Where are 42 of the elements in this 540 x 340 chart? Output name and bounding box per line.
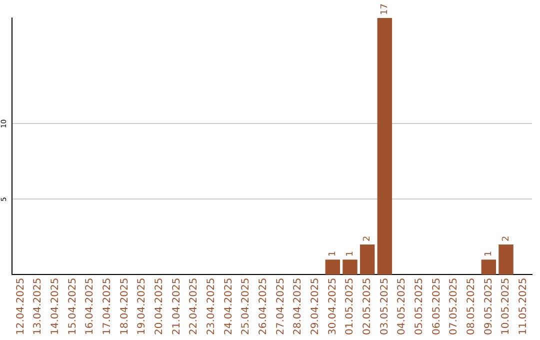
x-tick-label: 24.04.2025 — [223, 278, 234, 336]
x-tick-label: 25.04.2025 — [240, 278, 252, 336]
x-tick-label: 01.05.2025 — [344, 278, 356, 336]
x-tick-label: 21.04.2025 — [171, 278, 182, 336]
x-tick-label: 23.04.2025 — [206, 278, 217, 336]
x-tick-label: 05.05.2025 — [414, 278, 425, 336]
bar — [481, 260, 496, 275]
x-tick-label: 30.04.2025 — [327, 278, 338, 336]
data-label: 2 — [362, 236, 373, 242]
x-tick-label: 18.04.2025 — [119, 278, 130, 336]
x-tick-label: 10.05.2025 — [500, 278, 512, 336]
bar — [377, 18, 392, 275]
x-tick-label: 16.04.2025 — [84, 278, 96, 336]
x-tick-label: 22.04.2025 — [188, 278, 200, 336]
x-tick-label: 06.05.2025 — [431, 278, 442, 336]
x-tick-label: 19.04.2025 — [136, 278, 148, 336]
data-label: 17 — [380, 4, 390, 15]
data-label: 2 — [501, 236, 512, 242]
x-tick-label: 12.04.2025 — [15, 278, 26, 336]
bar — [325, 260, 340, 275]
data-label: 1 — [345, 250, 356, 257]
x-tick-label: 27.04.2025 — [275, 278, 286, 336]
x-tick-label: 15.04.2025 — [67, 278, 78, 336]
x-tick-label: 03.05.2025 — [379, 278, 390, 336]
x-tick-label: 11.05.2025 — [518, 278, 529, 336]
x-tick-label: 09.05.2025 — [483, 278, 494, 336]
data-label: 1 — [484, 250, 494, 257]
bar — [360, 244, 375, 275]
x-tick-label: 13.04.2025 — [32, 278, 44, 336]
x-tick-label: 29.04.2025 — [310, 278, 321, 336]
x-tick-label: 26.04.2025 — [258, 278, 269, 336]
x-tick-label: 08.05.2025 — [466, 278, 477, 336]
bar — [498, 244, 514, 275]
data-label: 1 — [328, 250, 338, 257]
x-tick-label: 28.04.2025 — [292, 278, 304, 336]
bar — [342, 260, 358, 275]
x-tick-label: 20.04.2025 — [154, 278, 165, 336]
x-tick-label: 07.05.2025 — [448, 278, 460, 336]
x-tick-label: 04.05.2025 — [396, 278, 408, 336]
x-tick-label: 17.04.2025 — [102, 278, 113, 336]
x-tick-label: 02.05.2025 — [362, 278, 373, 336]
x-tick-label: 14.04.2025 — [50, 278, 61, 336]
